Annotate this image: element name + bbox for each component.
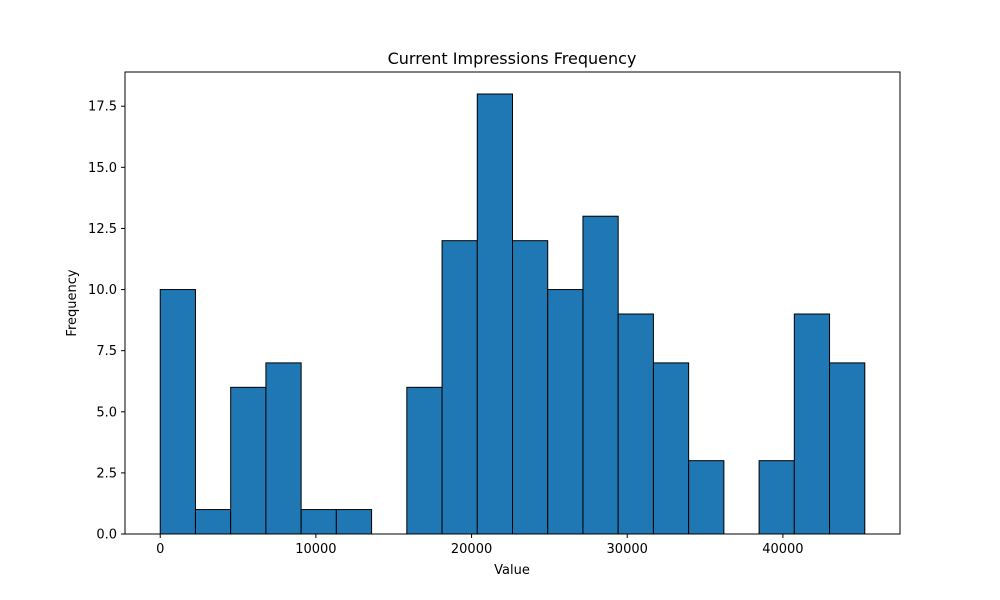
histogram-bar <box>265 362 302 535</box>
histogram-bar <box>194 509 232 535</box>
histogram-bar <box>300 509 337 535</box>
histogram-bar <box>159 289 196 535</box>
x-tick-label: 40000 <box>762 542 803 557</box>
histogram-bar <box>758 460 795 535</box>
bars-group <box>159 93 866 535</box>
histogram-bar <box>230 386 267 535</box>
plot-area-frame <box>124 71 901 535</box>
x-tick-label: 20000 <box>451 542 492 557</box>
histogram-bar <box>582 215 619 535</box>
histogram-bar <box>652 362 690 535</box>
histogram-bar <box>441 240 478 535</box>
x-tick-label: 30000 <box>607 542 648 557</box>
histogram-bar <box>406 386 443 535</box>
histogram-bar <box>829 362 866 535</box>
y-tick-label: 0.0 <box>96 528 117 543</box>
x-axis-ticks: 0 10000 20000 30000 40000 <box>156 534 804 557</box>
histogram-bar <box>547 289 584 535</box>
y-axis-label: Frequency <box>65 269 80 336</box>
histogram-bar <box>617 313 654 535</box>
histogram-bar <box>793 313 831 535</box>
histogram-bar <box>335 509 373 535</box>
y-tick-label: 15.0 <box>88 161 117 176</box>
x-tick-label: 10000 <box>295 542 336 557</box>
y-tick-label: 12.5 <box>88 222 117 237</box>
y-tick-label: 2.5 <box>96 466 117 481</box>
histogram-bar <box>476 93 513 535</box>
x-axis-label: Value <box>494 563 530 578</box>
histogram-bar <box>688 460 725 535</box>
chart-title: Current Impressions Frequency <box>388 49 637 68</box>
histogram-bar <box>512 240 549 535</box>
y-tick-label: 10.0 <box>88 283 117 298</box>
y-tick-label: 7.5 <box>96 344 117 359</box>
y-axis-ticks: 0.0 2.5 5.0 7.5 10.0 12.5 15.0 17.5 <box>88 100 125 543</box>
y-tick-label: 17.5 <box>88 100 117 115</box>
x-tick-label: 0 <box>156 542 164 557</box>
y-tick-label: 5.0 <box>96 405 117 420</box>
